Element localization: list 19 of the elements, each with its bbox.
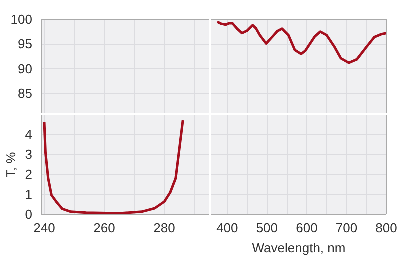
y-axis-title: T, % [3,152,18,178]
y-tick-label: 95 [18,36,33,52]
y-tick-label: 3 [25,147,33,162]
x-tick-label: 700 [336,220,358,236]
y-tick-label: 100 [10,12,33,27]
x-tick-label: 240 [34,220,56,236]
y-tick-label: 85 [18,86,33,102]
x-axis-title: Wavelength, nm [252,240,346,256]
y-tick-label: 2 [25,167,33,182]
y-tick-label: 90 [18,61,33,76]
x-tick-label: 400 [216,220,238,236]
x-tick-label: 500 [256,220,278,236]
x-tick-label: 280 [154,220,176,236]
y-tick-label: 1 [25,187,33,202]
x-tick-label: 260 [94,220,116,236]
y-tick-label: 0 [25,207,33,222]
y-tick-label: 4 [25,127,33,142]
x-tick-label: 600 [296,220,318,236]
x-tick-label: 800 [376,220,398,236]
